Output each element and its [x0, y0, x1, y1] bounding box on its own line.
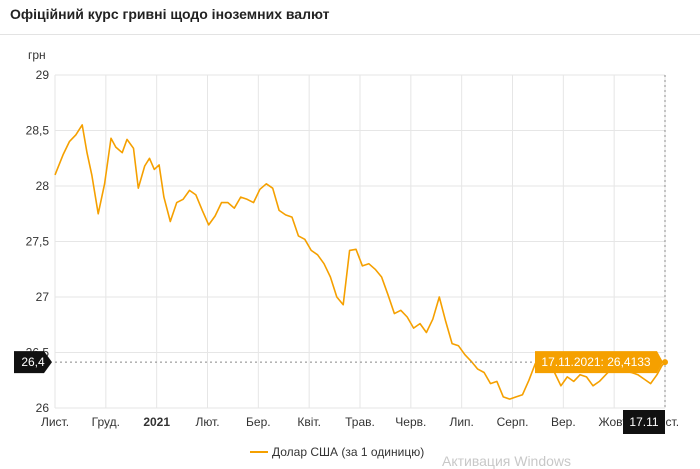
x-tick-label: Груд. [92, 415, 120, 429]
x-tick-label: Трав. [345, 415, 375, 429]
crosshair-y-label-bg [14, 351, 52, 374]
x-tick-label: Лист. [41, 415, 69, 429]
y-tick-label: 27,5 [26, 235, 50, 249]
crosshair-point [662, 359, 668, 366]
x-tick-label: 2021 [143, 415, 170, 429]
crosshair-x-label: 17.11 [629, 415, 658, 429]
y-tick-label: 28,5 [26, 124, 50, 138]
tooltip-bg [535, 351, 663, 374]
chart-legend: Долар США (за 1 одиницю) [250, 445, 424, 459]
y-tick-label: 28 [36, 179, 50, 193]
x-tick-label: Квіт. [297, 415, 321, 429]
series-line-usd [54, 124, 666, 400]
x-tick-label: Лип. [449, 415, 473, 429]
x-tick-label: Бер. [246, 415, 271, 429]
y-tick-label: 27 [36, 290, 50, 304]
y-tick-label: 29 [36, 68, 50, 82]
page-title: Офіційний курс гривні щодо іноземних вал… [10, 6, 330, 22]
y-axis-label: грн [28, 48, 46, 62]
title-divider [0, 34, 700, 35]
chart-grid [54, 74, 666, 409]
y-tick-label: 26 [36, 401, 50, 415]
windows-activation-watermark: Активация Windows [442, 453, 572, 469]
x-tick-label: Лют. [195, 415, 219, 429]
crosshair-y-label: 26,4 [21, 355, 45, 369]
chart-crosshair: 26,4 17.11.2021: 26,4133 17.11 [14, 75, 668, 434]
x-tick-label: Черв. [395, 415, 426, 429]
tooltip-text: 17.11.2021: 26,4133 [541, 355, 651, 369]
x-tick-label: Жовт. [599, 415, 630, 429]
chart-series [54, 124, 666, 400]
x-tick-label: Серп. [497, 415, 529, 429]
x-tick-label: Вер. [551, 415, 576, 429]
legend-label: Долар США (за 1 одиницю) [272, 445, 424, 459]
crosshair-x-label-bg [623, 410, 665, 434]
